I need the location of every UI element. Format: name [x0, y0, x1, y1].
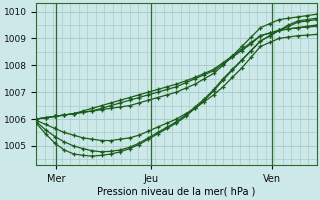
X-axis label: Pression niveau de la mer( hPa ): Pression niveau de la mer( hPa )	[97, 187, 256, 197]
